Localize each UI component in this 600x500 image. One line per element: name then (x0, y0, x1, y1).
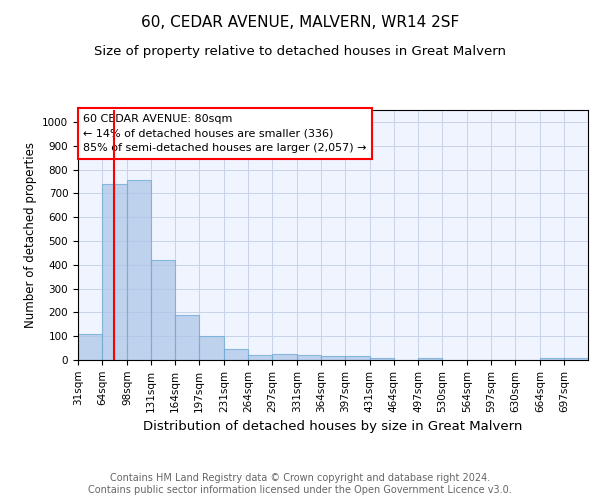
Bar (272, 354, 297, 360)
Text: Contains HM Land Registry data © Crown copyright and database right 2024.
Contai: Contains HM Land Registry data © Crown c… (88, 474, 512, 495)
Bar (127, 180, 151, 360)
Bar (540, 358, 564, 360)
Bar (151, 260, 175, 360)
Y-axis label: Number of detached properties: Number of detached properties (23, 142, 37, 328)
Bar (418, 358, 442, 360)
Bar (297, 355, 321, 360)
Bar (199, 336, 224, 360)
Bar (224, 350, 248, 360)
Bar (345, 356, 370, 360)
Text: 60 CEDAR AVENUE: 80sqm
← 14% of detached houses are smaller (336)
85% of semi-de: 60 CEDAR AVENUE: 80sqm ← 14% of detached… (83, 114, 367, 154)
Bar (564, 358, 588, 360)
Bar (102, 184, 127, 360)
Bar (248, 355, 272, 360)
Bar (175, 315, 199, 360)
Bar (370, 358, 394, 360)
Bar (321, 356, 345, 360)
X-axis label: Distribution of detached houses by size in Great Malvern: Distribution of detached houses by size … (143, 420, 523, 433)
Bar (78, 334, 102, 360)
Text: Size of property relative to detached houses in Great Malvern: Size of property relative to detached ho… (94, 45, 506, 58)
Text: 60, CEDAR AVENUE, MALVERN, WR14 2SF: 60, CEDAR AVENUE, MALVERN, WR14 2SF (141, 15, 459, 30)
